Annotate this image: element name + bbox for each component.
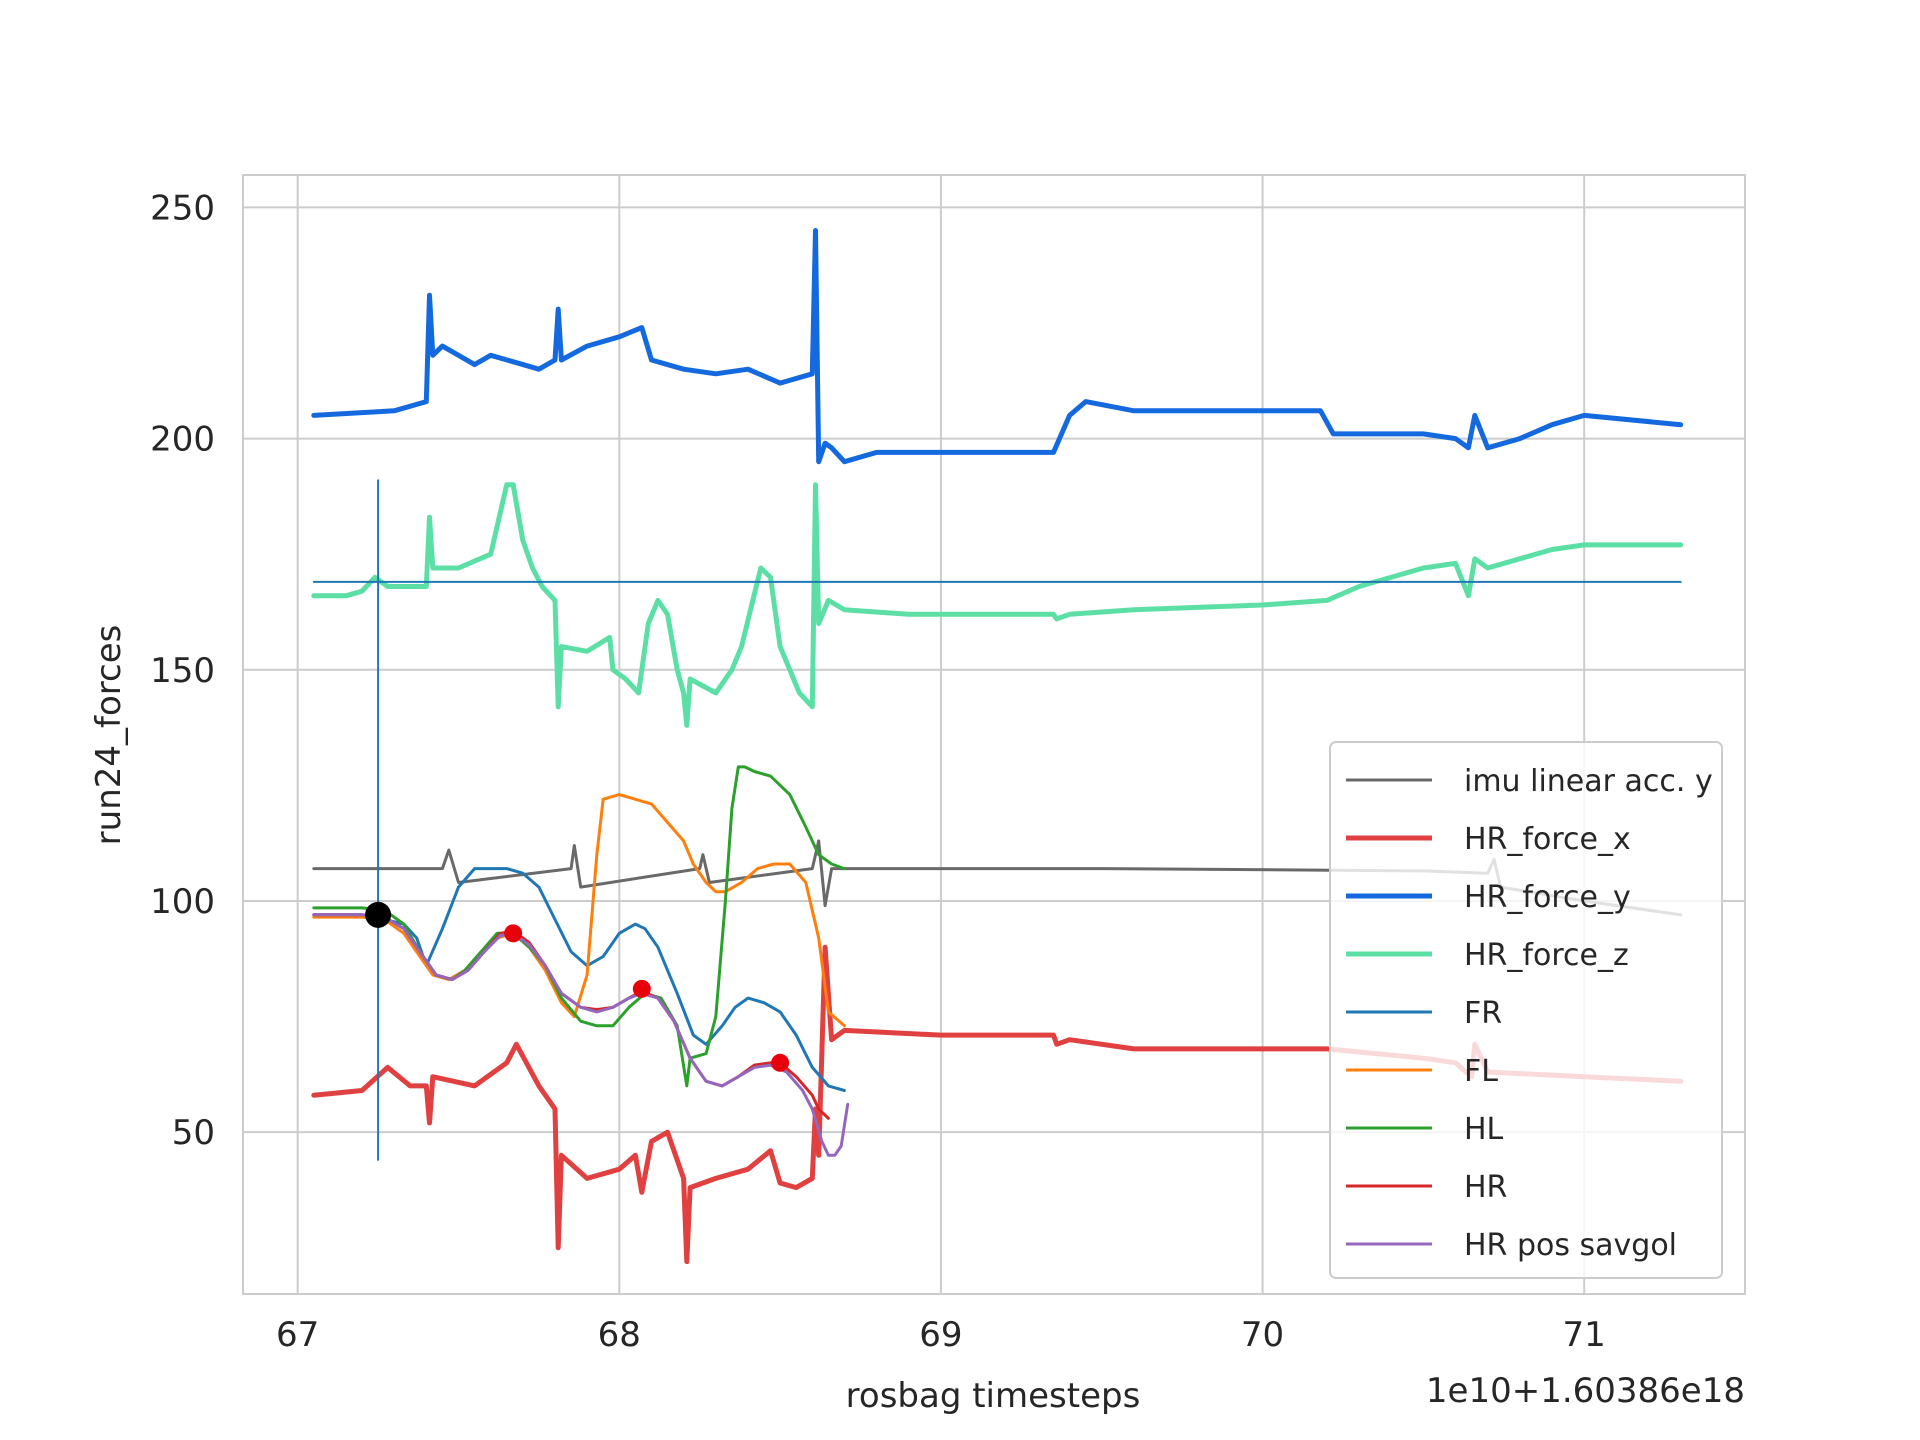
data-marker [771, 1053, 790, 1072]
x-tick-label: 70 [1241, 1315, 1284, 1355]
y-tick-label: 250 [150, 188, 215, 228]
x-axis-label: rosbag timesteps [846, 1376, 1141, 1416]
y-tick-label: 50 [172, 1113, 215, 1153]
y-tick-label: 200 [150, 420, 215, 460]
y-tick-labels: 50 100 150 200 250 [150, 188, 215, 1153]
legend: imu linear acc. y HR_force_x HR_force_y HR_… [1329, 741, 1723, 1279]
data-marker [632, 979, 651, 998]
series-hr-force-z [311, 482, 1684, 728]
legend-label-hr-force-x: HR_force_x [1464, 822, 1631, 857]
legend-label-fr: FR [1464, 996, 1502, 1031]
legend-label-fl: FL [1464, 1054, 1498, 1089]
legend-label-imu-linear-acc-y: imu linear acc. y [1464, 764, 1713, 799]
legend-label-hr-force-z: HR_force_z [1464, 938, 1629, 973]
x-tick-label: 68 [598, 1315, 641, 1355]
y-axis-label: run24_forces [89, 625, 129, 846]
x-tick-label: 69 [919, 1315, 962, 1355]
x-offset-label: 1e10+1.60386e18 [1426, 1371, 1745, 1411]
x-tick-labels: 67 68 69 70 71 [276, 1315, 1606, 1355]
series-fr [312, 867, 846, 1092]
x-tick-label: 67 [276, 1315, 319, 1355]
series-hr-pos-savgol [312, 913, 850, 1157]
y-tick-label: 100 [150, 882, 215, 922]
series-hr-force-y [311, 228, 1684, 465]
x-tick-label: 71 [1563, 1315, 1606, 1355]
legend-label-hr-force-y: HR_force_y [1464, 880, 1631, 915]
series-hr-force-x [311, 944, 1684, 1265]
legend-label-hr: HR [1464, 1170, 1507, 1205]
y-tick-label: 150 [150, 651, 215, 691]
legend-label-hr-pos-savgol: HR pos savgol [1464, 1228, 1677, 1263]
plot-markers [365, 901, 790, 1072]
data-marker [504, 924, 523, 943]
data-marker [365, 901, 392, 928]
legend-label-hl: HL [1464, 1112, 1504, 1147]
legend-box [1329, 741, 1723, 1279]
plot-frame [242, 174, 1746, 1295]
